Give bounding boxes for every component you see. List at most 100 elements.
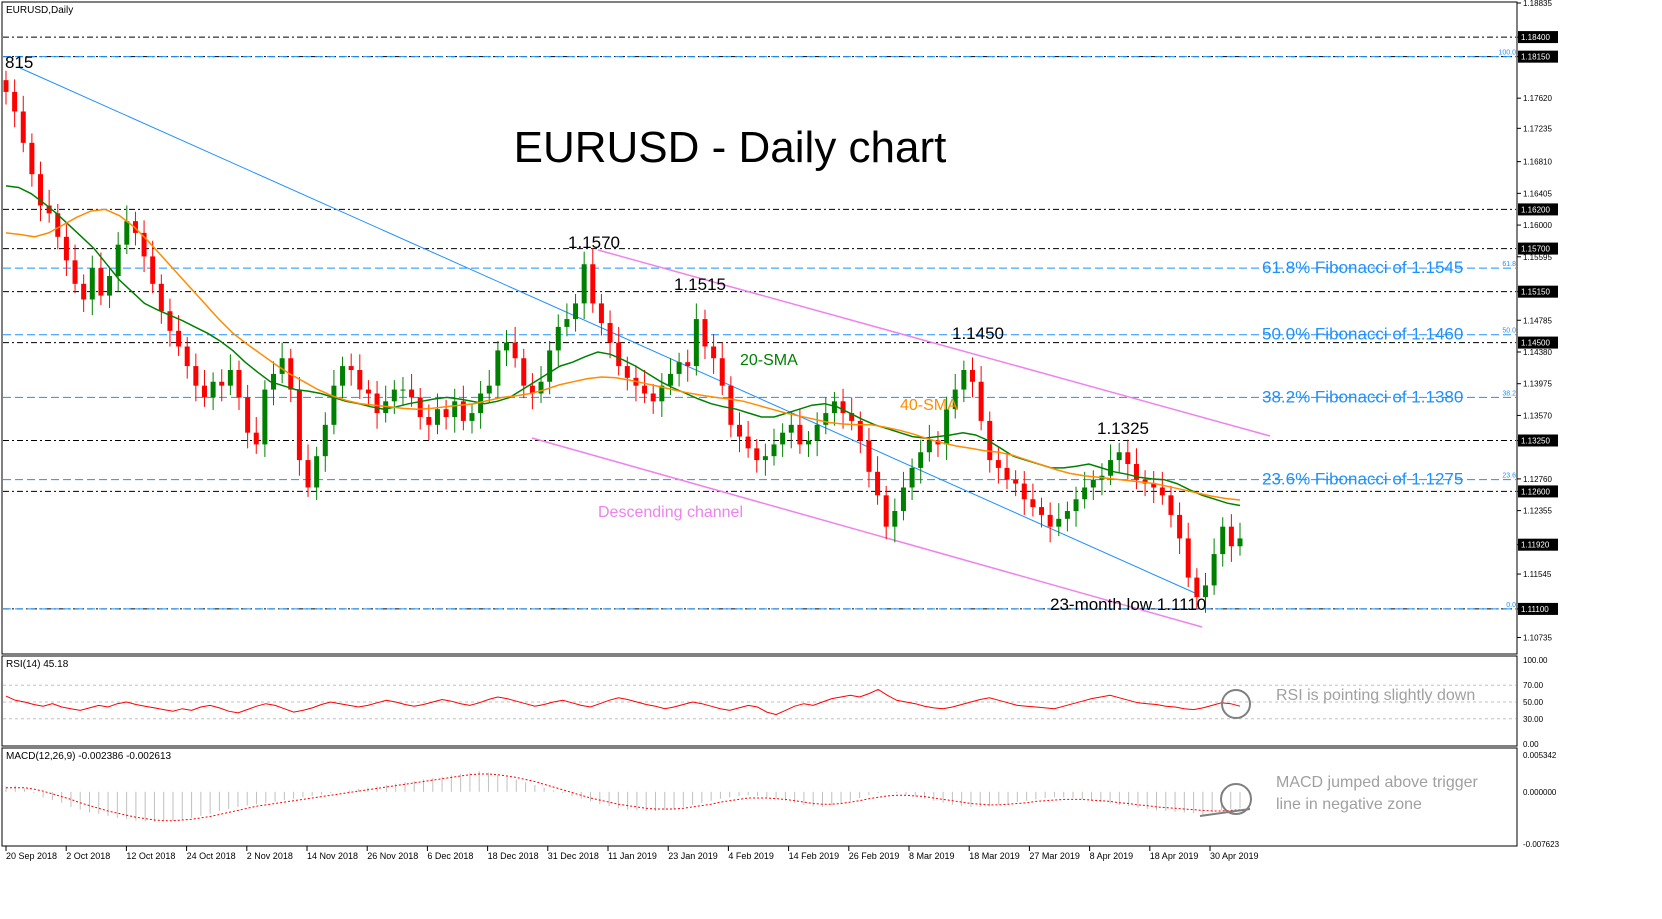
- rsi-tick-label: 100.00: [1523, 656, 1548, 665]
- candle-body: [598, 303, 604, 323]
- macd-highlight-circle: [1220, 783, 1252, 815]
- annotation-23-month-low: 23-month low 1.1110: [1050, 595, 1206, 614]
- fib-label: 50.0% Fibonacci of 1.1460: [1262, 325, 1463, 344]
- level-label-box: [1518, 434, 1558, 447]
- candle-body: [883, 495, 889, 527]
- candle-body: [900, 487, 906, 511]
- annotation-815: 815: [5, 53, 33, 72]
- candle-body: [348, 366, 354, 370]
- candle-body: [98, 268, 104, 296]
- level-labels: 1.18400 1.18150 1.16200 1.15700 1.15150 1.145…: [1518, 31, 1558, 615]
- candle-body: [245, 397, 251, 433]
- candle-body: [849, 413, 855, 421]
- candle-body: [1185, 538, 1191, 578]
- price-tick-label: 1.16810: [1523, 158, 1552, 167]
- candle-body: [719, 358, 725, 386]
- candle-body: [935, 440, 941, 445]
- candle-body: [607, 322, 613, 343]
- rsi-line: [5, 688, 1241, 716]
- candle-body: [573, 303, 579, 320]
- candle-body: [745, 436, 751, 449]
- candle-body: [978, 381, 984, 421]
- candle-body: [452, 401, 458, 417]
- candle-body: [538, 381, 544, 394]
- date-label: 30 Apr 2019: [1210, 851, 1259, 861]
- candle-body: [1039, 507, 1045, 515]
- candle-body: [107, 275, 113, 296]
- candle-body: [20, 111, 26, 143]
- symbol-label: EURUSD,Daily: [6, 5, 73, 16]
- candle-body: [1194, 577, 1200, 598]
- price-tick-label: 1.12355: [1523, 507, 1552, 516]
- candle-body: [823, 413, 829, 425]
- trendline-blue: [19, 67, 1196, 594]
- annotation-1.1515: 1.1515: [674, 275, 726, 294]
- candle-body: [702, 319, 708, 347]
- candle-body: [141, 232, 147, 257]
- candle-body: [1159, 487, 1165, 496]
- rsi-tick-label: 50.00: [1523, 698, 1544, 707]
- candlesticks: [3, 70, 1243, 613]
- candle-body: [926, 440, 932, 453]
- level-label-box: [1518, 285, 1558, 298]
- candle-body: [529, 385, 535, 394]
- annotation-1.1450: 1.1450: [952, 324, 1004, 343]
- candle-body: [383, 401, 389, 414]
- level-label: 1.16200: [1521, 205, 1550, 214]
- candle-body: [676, 362, 682, 374]
- date-label: 6 Dec 2018: [427, 851, 473, 861]
- annotation-1.1325: 1.1325: [1097, 419, 1149, 438]
- candle-body: [581, 264, 587, 304]
- candle-body: [322, 424, 328, 457]
- fib-tag: 38.2: [1502, 390, 1516, 397]
- date-label: 31 Dec 2018: [548, 851, 599, 861]
- candle-body: [1047, 514, 1053, 527]
- candle-body: [762, 456, 768, 461]
- price-tick-label: 1.12760: [1523, 475, 1552, 484]
- candle-body: [201, 385, 207, 398]
- annotation-40-sma: 40-SMA: [900, 397, 958, 414]
- main-pane-frame: [1, 1, 1518, 655]
- date-label: 8 Mar 2019: [909, 851, 955, 861]
- candle-body: [1202, 585, 1208, 598]
- date-label: 24 Oct 2018: [187, 851, 236, 861]
- candle-body: [952, 389, 958, 410]
- candle-body: [115, 244, 121, 276]
- candle-body: [357, 369, 363, 390]
- candle-body: [236, 369, 242, 398]
- candle-body: [806, 440, 812, 445]
- macd-tick-label: 0.005342: [1523, 751, 1557, 760]
- candle-body: [797, 424, 803, 445]
- date-axis: 20 Sep 2018 2 Oct 2018 12 Oct 2018 24 Oct 2…: [5, 846, 1259, 861]
- date-label: 4 Feb 2019: [728, 851, 774, 861]
- candle-body: [46, 205, 52, 214]
- candle-body: [63, 236, 69, 261]
- candle-body: [1125, 452, 1131, 464]
- candle-body: [1021, 483, 1027, 500]
- level-label-box: [1518, 602, 1558, 615]
- level-label: 1.13250: [1521, 436, 1550, 445]
- macd-pane: 0.005342 0.000000 -0.007623: [5, 751, 1560, 849]
- candle-body: [909, 467, 915, 488]
- candle-body: [167, 311, 173, 331]
- annotation-20-sma: 20-SMA: [740, 352, 798, 369]
- rsi-highlight-circle: [1221, 689, 1251, 719]
- fib-tag: 50.0: [1502, 328, 1516, 335]
- candle-body: [72, 260, 78, 284]
- moving-averages: [5, 185, 1241, 507]
- level-label: 1.18150: [1521, 53, 1550, 62]
- level-label-box: [1518, 485, 1558, 498]
- date-label: 11 Jan 2019: [608, 851, 657, 861]
- candle-body: [271, 373, 277, 390]
- candle-body: [754, 448, 760, 461]
- fib-tag: 100.0: [1498, 50, 1516, 57]
- date-label: 23 Jan 2019: [668, 851, 718, 861]
- candle-body: [875, 471, 881, 496]
- candle-body: [443, 409, 449, 417]
- date-label: 27 Mar 2019: [1029, 851, 1080, 861]
- candle-body: [150, 256, 156, 284]
- candle-body: [590, 264, 596, 304]
- candle-body: [788, 424, 794, 433]
- macd-pane-frame: [1, 747, 1518, 847]
